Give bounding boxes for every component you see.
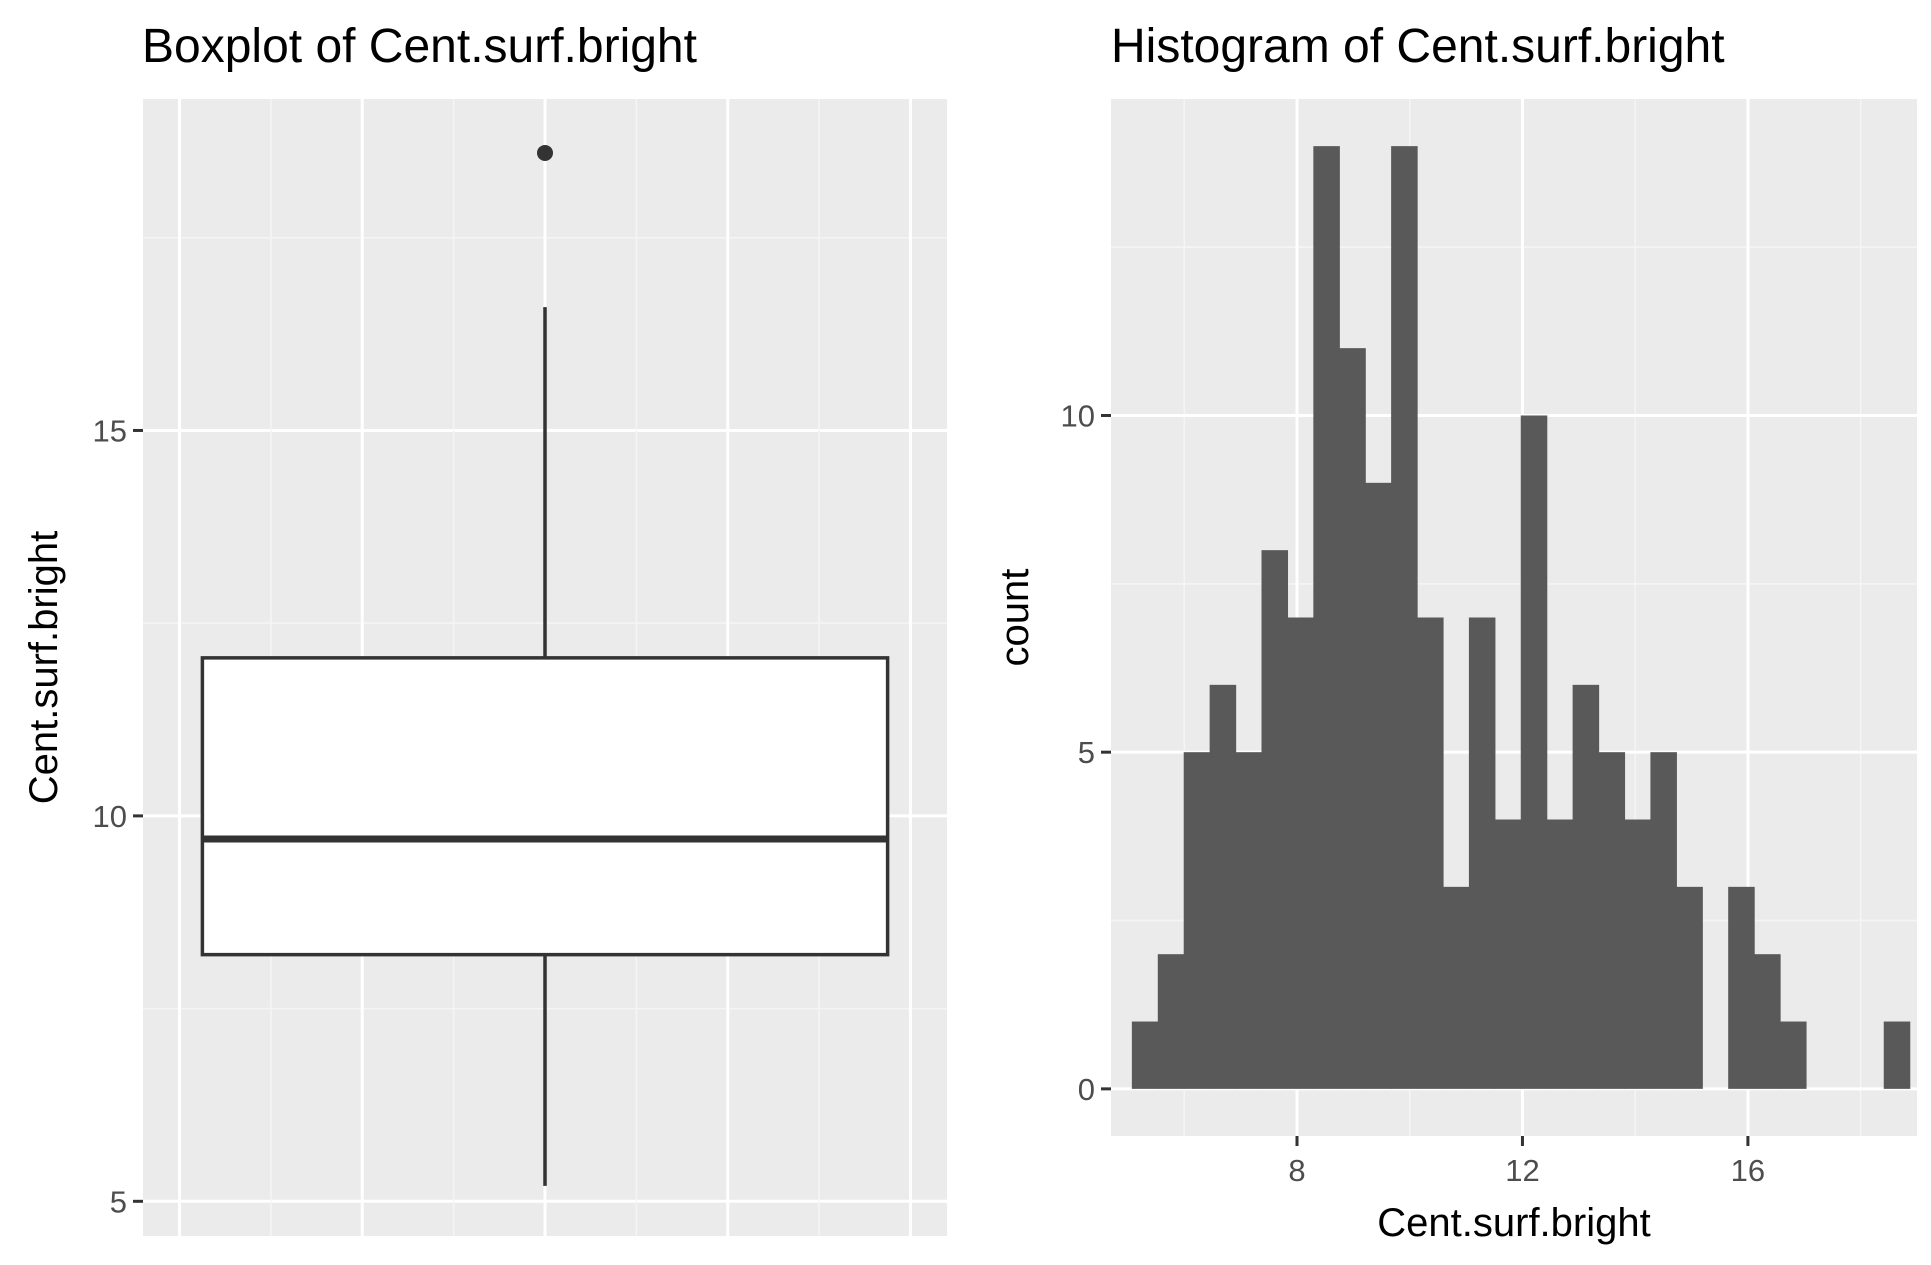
boxplot-y-axis: 5 10 15 [93,413,143,1219]
boxplot-outlier-point [537,144,553,161]
histogram-bar [1417,617,1444,1089]
histogram-bar [1494,819,1522,1089]
histogram-title: Histogram of Cent.surf.bright [1111,20,1725,73]
boxplot-y-tick-label: 15 [93,413,127,448]
histogram-bar [1572,684,1600,1089]
histogram-bar [1598,752,1626,1089]
histogram-bar [1131,1021,1159,1089]
histogram-bar [1676,886,1703,1089]
histogram-bar [1183,752,1211,1089]
histogram-y-tick-label: 0 [1078,1072,1095,1107]
histogram-bars [1131,146,1911,1089]
histogram-bar [1287,617,1314,1089]
histogram-bar [1546,819,1574,1089]
histogram-bar [1468,617,1496,1089]
boxplot-y-tick-label: 10 [93,799,127,834]
histogram-x-tick-label: 8 [1288,1153,1305,1188]
histogram-bar [1883,1021,1911,1089]
boxplot-title: Boxplot of Cent.surf.bright [142,20,697,73]
histogram-y-tick-label: 10 [1061,398,1095,433]
histogram-x-axis-title: Cent.surf.bright [1377,1201,1650,1245]
boxplot-marks [200,144,890,1186]
histogram-bar [1313,146,1340,1089]
histogram-bar [1780,1021,1807,1089]
histogram-x-tick-label: 16 [1731,1153,1765,1188]
histogram-bar [1754,954,1781,1089]
histogram-x-axis: 8 12 16 [1288,1136,1765,1188]
histogram-bar [1520,415,1548,1089]
histogram-bar [1157,954,1185,1089]
histogram-bar [1728,886,1755,1089]
histogram-bar [1442,886,1470,1089]
histogram-bar [1235,752,1263,1089]
boxplot-y-axis-title: Cent.surf.bright [22,531,66,804]
histogram-panel: 0 5 10 8 12 16 Histogram of Cent.surf.bright… [993,20,1917,1245]
histogram-bar [1624,819,1651,1089]
boxplot-y-tick-label: 5 [110,1184,127,1219]
boxplot-panel: 5 10 15 Boxplot of Cent.surf.bright Cent.s… [22,20,947,1236]
histogram-bar [1391,146,1418,1089]
histogram-bar [1261,550,1289,1089]
histogram-x-tick-label: 12 [1505,1153,1539,1188]
histogram-bar [1365,482,1392,1089]
histogram-y-axis: 0 5 10 [1061,398,1111,1107]
histogram-bar [1209,684,1237,1089]
boxplot-box [200,656,890,957]
histogram-bar [1650,752,1677,1089]
histogram-y-tick-label: 5 [1078,735,1095,770]
histogram-bar [1339,348,1366,1089]
histogram-y-axis-title: count [993,569,1037,667]
